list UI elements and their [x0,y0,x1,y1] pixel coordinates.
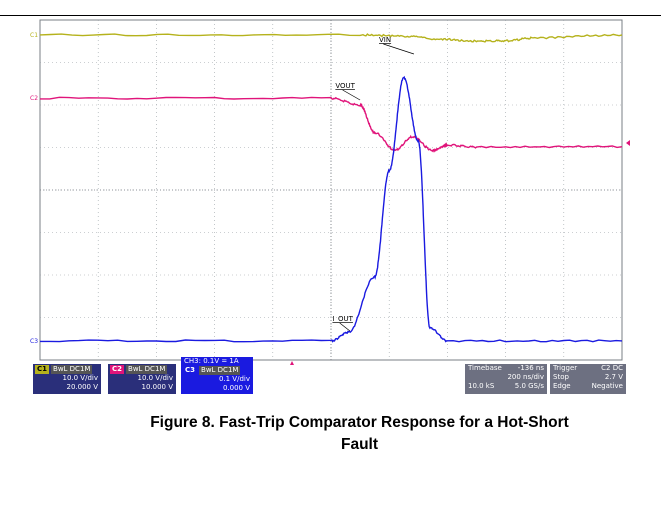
series-trace-C2 [40,96,623,153]
channel-3-offset: 0.000 V [222,384,250,392]
channel-3-scale: 0.1 V/div [218,375,250,383]
timebase-samples: 10.0 kS [468,382,495,390]
channel-2-panel: C2 BwL DC1M 10.0 V/div 10.000 V [108,364,176,394]
channel-1-offset: 20.000 V [66,383,98,391]
channel-marker-C3: C3 [30,338,38,345]
channel-1-flags: BwL DC1M [51,364,93,374]
channel-marker-C1: C1 [30,32,38,39]
channel-1-label: C1 [35,364,50,374]
trigger-slope: Negative [591,382,623,390]
channel-2-flags: BwL DC1M [126,364,168,374]
trigger-label: Trigger [553,364,578,372]
trigger-level: 2.7 V [604,373,623,381]
timebase-rate: 5.0 GS/s [514,382,544,390]
trigger-level-marker [626,140,630,146]
trigger-mode: Stop [553,373,569,381]
trigger-type: Edge [553,382,571,390]
channel-2-offset: 10.000 V [141,383,173,391]
timebase-scale: 200 ns/div [507,373,544,381]
annotation-leader-0 [383,43,415,55]
annotation-leader-2 [339,322,351,332]
channel-2-scale: 10.0 V/div [137,374,174,382]
annotation-leader-1 [342,89,361,101]
figure-caption: Figure 8. Fast-Trip Comparator Response … [0,412,661,456]
timebase-delay: -136 ns [517,364,544,372]
scope-display: C1 C2 C3 VIN VOUT I_OUT [30,19,630,365]
channel-3-panel: CH3: 0.1V = 1A C3 BwL DC1M 0.1 V/div 0.00… [181,357,253,394]
annotation-label-1: VOUT [335,82,355,90]
channel-2-label: C2 [110,364,125,374]
trigger-panel: Trigger C2 DC Stop 2.7 V Edge Negative [550,364,626,394]
timebase-panel: Timebase -136 ns 200 ns/div 10.0 kS 5.0 GS… [465,364,547,394]
trigger-time-marker [290,361,294,365]
series-trace-C3 [40,75,623,343]
channel-1-scale: 10.0 V/div [62,374,99,382]
channel-3-label: C3 [183,365,198,375]
timebase-label: Timebase [468,364,502,372]
caption-line-1: Figure 8. Fast-Trip Comparator Response … [150,414,569,431]
caption-line-2: Fault [340,436,379,453]
annotation-label-2: I_OUT [332,315,353,323]
page-rule [0,15,661,16]
trigger-source: C2 DC [601,364,623,372]
channel-marker-C2: C2 [30,95,38,102]
channel-3-flags: BwL DC1M [199,365,241,375]
channel-1-panel: C1 BwL DC1M 10.0 V/div 20.000 V [33,364,101,394]
channel-3-note: CH3: 0.1V = 1A [184,357,239,365]
series-trace-C1 [39,33,623,43]
annotation-label-0: VIN [379,36,391,44]
